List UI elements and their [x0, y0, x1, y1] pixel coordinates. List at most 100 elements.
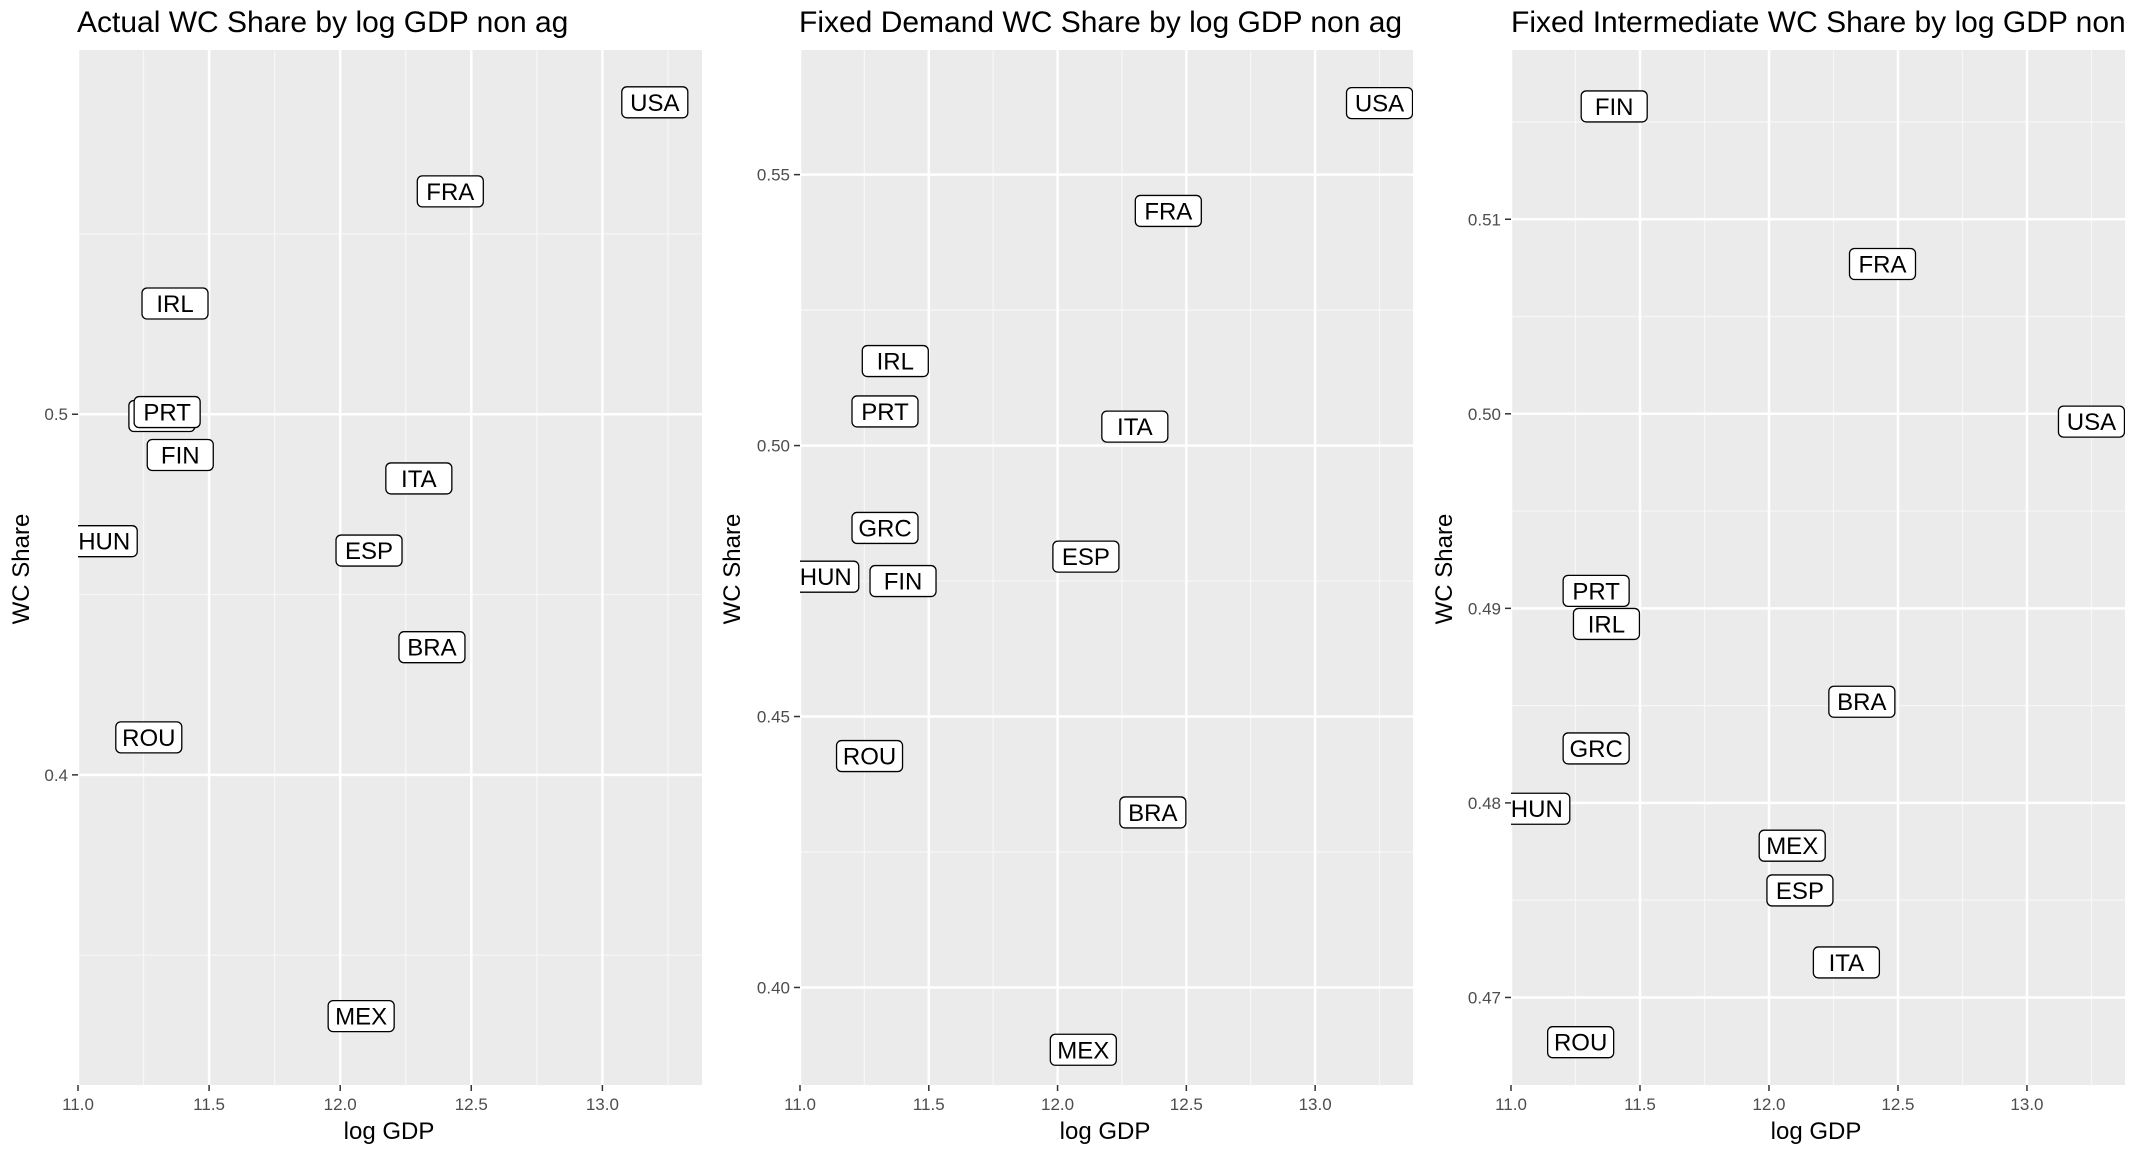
point-label: FRA — [1144, 198, 1192, 225]
x-tick-label: 11.0 — [62, 1095, 94, 1114]
label-box — [1101, 410, 1169, 443]
plot-background — [78, 50, 702, 1085]
data-point-label: ESP — [1052, 540, 1120, 573]
label-box — [1580, 90, 1648, 123]
data-point-label: IRL — [861, 344, 929, 378]
x-tick-label: 12.0 — [324, 1095, 357, 1114]
data-point-label: BRA — [398, 631, 466, 664]
point-label: GRC — [1569, 736, 1622, 763]
data-point-label: BRA — [1119, 796, 1187, 829]
plot-area: 11.0 11.5 12.0 12.5 13.0 0.47 0.48 0.49 0.50 0.51… — [1468, 50, 2125, 1114]
x-tick-label: 12.0 — [1041, 1095, 1074, 1114]
label-box — [398, 631, 466, 664]
label-box — [335, 534, 403, 567]
x-tick-label: 13.0 — [1299, 1095, 1332, 1114]
plot-area: 11.011.512.012.513.00.40.5USAFRAIRLPRTPR… — [44, 50, 702, 1114]
point-label: MEX — [335, 1004, 387, 1031]
point-label: FIN — [161, 442, 200, 469]
point-label: USA — [630, 90, 679, 117]
point-label: BRA — [1837, 689, 1886, 716]
label-box — [133, 395, 201, 429]
x-tick-label: 11.5 — [1624, 1095, 1656, 1114]
point-label: BRA — [1128, 800, 1177, 827]
point-label: ESP — [345, 538, 393, 565]
data-point-label: IRL — [141, 287, 209, 320]
point-label: MEX — [1057, 1037, 1109, 1064]
data-point-label: PRT — [851, 395, 919, 428]
chart-panel-2: Fixed Demand WC Share by log GDP non ag … — [711, 0, 1423, 1156]
x-tick-label: 11.5 — [193, 1095, 225, 1114]
chart-title: Fixed Demand WC Share by log GDP non ag — [799, 6, 1403, 39]
label-box — [851, 511, 919, 545]
y-tick-label: 0.5 — [44, 405, 68, 424]
data-point-label: PRT — [133, 395, 201, 429]
point-label: ITA — [1829, 950, 1865, 977]
label-box — [835, 739, 904, 773]
data-point-label: BRA — [1828, 685, 1896, 718]
x-tick-label: 12.5 — [1170, 1095, 1203, 1114]
x-tick-label: 11.5 — [913, 1095, 945, 1114]
data-point-label: USA — [1345, 86, 1413, 120]
label-box — [385, 462, 453, 495]
data-point-label: ROU — [1547, 1026, 1615, 1059]
x-axis-title: log GDP — [1059, 1118, 1151, 1145]
chart-title: Actual WC Share by log GDP non ag — [77, 6, 569, 39]
point-label: PRT — [1572, 578, 1620, 605]
chart-title: Fixed Intermediate WC Share by log GDP n… — [1511, 6, 2134, 39]
plot-background — [1511, 50, 2125, 1085]
y-tick-label: 0.45 — [757, 708, 790, 727]
point-label: MEX — [1766, 833, 1818, 860]
point-labels: USAFRAIRLPRTPRTFINITAHUNESPBRAROUMEX — [78, 86, 689, 1033]
data-point-label: MEX — [1758, 829, 1826, 862]
data-point-label: ROU — [115, 721, 183, 754]
point-label: HUN — [800, 564, 852, 591]
data-point-label: FIN — [1580, 90, 1648, 123]
x-tick-label: 12.5 — [455, 1095, 488, 1114]
point-label: GRC — [858, 515, 911, 542]
point-label: ROU — [122, 725, 175, 752]
label-box — [2057, 405, 2125, 438]
point-label: IRL — [156, 291, 193, 318]
label-box — [869, 564, 937, 598]
point-label: ROU — [843, 744, 896, 771]
point-label: FRA — [1858, 252, 1906, 279]
y-axis-title: WC Share — [1431, 513, 1458, 625]
x-tick-label: 11.0 — [784, 1095, 816, 1114]
label-box — [1547, 1026, 1615, 1059]
label-box — [1511, 792, 1571, 825]
point-label: USA — [2067, 409, 2116, 436]
y-axis-title: WC Share — [719, 513, 746, 625]
label-box — [146, 438, 214, 472]
data-point-label: ITA — [1812, 946, 1881, 979]
label-box — [1848, 247, 1917, 281]
data-point-label: MEX — [327, 999, 395, 1033]
y-tick-label: 0.50 — [757, 437, 790, 456]
chart-panel-1: Actual WC Share by log GDP non ag 11.0 11… — [0, 0, 711, 1156]
point-label: FIN — [884, 569, 923, 596]
y-tick-label: 0.50 — [1468, 405, 1501, 424]
point-label: USA — [1355, 91, 1404, 118]
data-point-label: FRA — [1134, 194, 1202, 228]
data-point-label: FIN — [869, 564, 937, 598]
point-label: FRA — [426, 179, 474, 206]
data-point-label: ITA — [385, 462, 453, 495]
point-label: PRT — [143, 400, 191, 427]
x-tick-label: 13.0 — [586, 1095, 619, 1114]
point-label: IRL — [1588, 611, 1625, 638]
data-point-label: ITA — [1101, 410, 1169, 443]
x-tick-label: 12.5 — [1881, 1095, 1914, 1114]
data-point-label: FIN — [146, 438, 214, 472]
point-label: PRT — [861, 399, 909, 426]
label-box — [1119, 796, 1187, 829]
label-box — [1345, 86, 1413, 120]
y-tick-label: 0.55 — [757, 166, 790, 185]
label-box — [1562, 574, 1630, 607]
data-point-label: HUN — [800, 560, 860, 593]
point-label: HUN — [1511, 796, 1563, 823]
label-box — [1766, 874, 1834, 907]
point-labels: USA FRA IRL PRT ITA GRC ESP HUN FIN ROU BRA MEX — [800, 86, 1413, 1066]
label-box — [621, 86, 689, 119]
gridlines — [76, 50, 702, 1085]
data-point-label: FRA — [416, 175, 484, 208]
data-point-label: ROU — [835, 739, 904, 773]
